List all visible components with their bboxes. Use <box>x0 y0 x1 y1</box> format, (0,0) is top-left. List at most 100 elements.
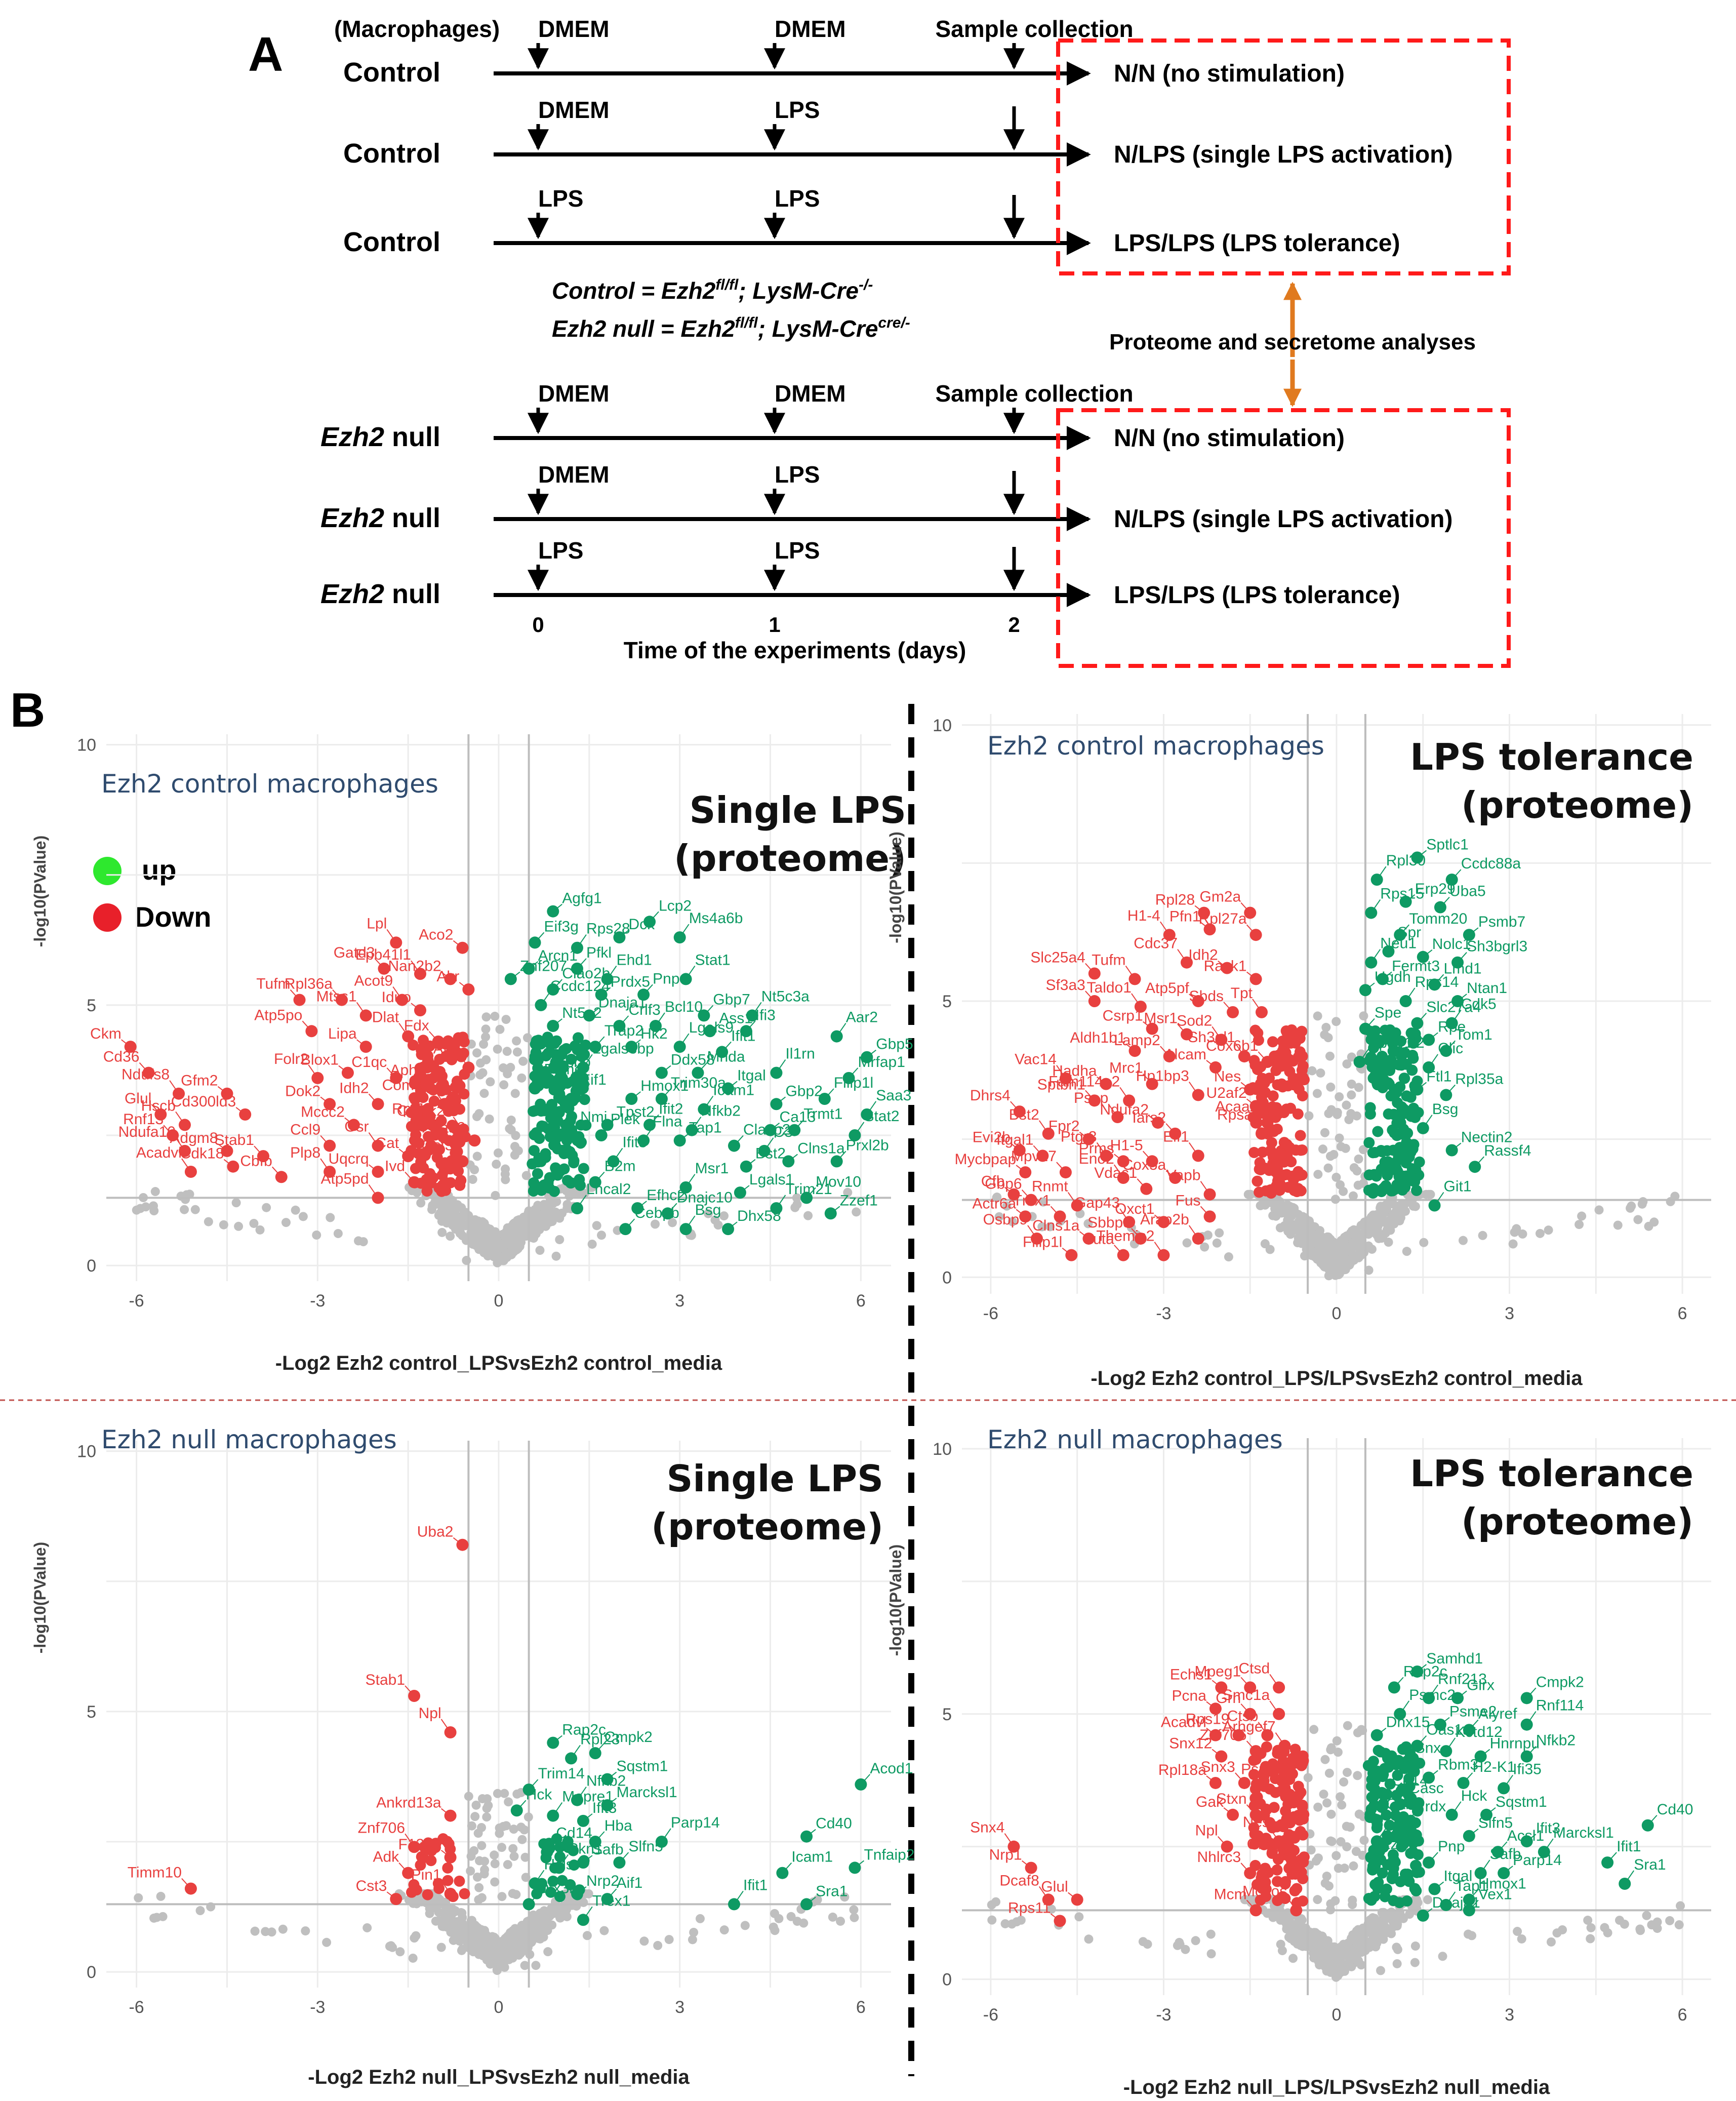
gene-label: Sh3gl1 <box>1188 1029 1235 1046</box>
up-point <box>1382 1170 1393 1181</box>
down-point <box>1284 1851 1297 1864</box>
up-point <box>1396 1184 1408 1196</box>
down-point <box>1042 1127 1055 1140</box>
schematic-row: Ezh2 null N/LPS (single LPS activation) DM… <box>320 461 1452 533</box>
ns-point <box>471 1800 481 1810</box>
ns-point <box>448 1220 458 1230</box>
result-label: N/N (no stimulation) <box>1114 60 1345 87</box>
up-point <box>1423 1061 1435 1074</box>
gene-label: Ckm <box>90 1025 122 1042</box>
gene-label: Ifit3 <box>1536 1820 1560 1837</box>
gene-label: Clic <box>1438 1040 1463 1057</box>
gene-label: Spe <box>1375 1005 1401 1021</box>
ns-point <box>291 1205 300 1215</box>
gene-label: Atp5po <box>254 1007 302 1023</box>
gene-label: Cbfb <box>240 1153 272 1169</box>
ns-point <box>1292 1225 1302 1235</box>
down-point <box>1169 1127 1182 1140</box>
ns-point <box>513 1216 522 1226</box>
ns-point <box>1348 1191 1358 1201</box>
up-point <box>1428 1883 1441 1895</box>
ns-point <box>477 1822 487 1832</box>
row-label: Ezh2 null <box>320 503 440 533</box>
up-point <box>1538 1846 1550 1858</box>
down-point <box>347 1119 360 1131</box>
down-point <box>407 1039 419 1051</box>
up-point <box>728 1139 740 1152</box>
ns-point <box>516 1233 526 1242</box>
up-point <box>554 1088 566 1100</box>
down-point <box>1244 1867 1257 1880</box>
down-point <box>1157 1249 1170 1261</box>
down-point <box>1297 1895 1309 1907</box>
up-point <box>1407 1036 1419 1048</box>
gene-label: C3 <box>774 1124 793 1140</box>
ns-point <box>1348 1895 1357 1905</box>
up-point <box>568 1157 580 1169</box>
ns-point <box>1349 1861 1358 1871</box>
ns-point <box>1319 1790 1328 1799</box>
down-point <box>1232 1729 1245 1741</box>
gene-label: Pcna <box>1172 1687 1207 1704</box>
down-point <box>324 1166 336 1178</box>
day-tick-2: 2 <box>1008 613 1020 637</box>
ns-point <box>501 1015 511 1024</box>
down-point <box>1203 1188 1216 1201</box>
gene-label: Vac14 <box>1015 1051 1057 1068</box>
down-point <box>449 1039 461 1051</box>
gene-label: Hnrnpu <box>1490 1735 1540 1752</box>
down-point <box>293 994 306 1006</box>
ns-point <box>281 1218 291 1227</box>
gene-label: Nmi <box>580 1109 607 1126</box>
down-point <box>1297 1050 1308 1062</box>
gene-label: Arcn1 <box>538 947 578 964</box>
gene-label: Rnf13 <box>123 1111 164 1128</box>
gene-label: Ciao2b <box>562 965 610 982</box>
up-point <box>529 1877 541 1890</box>
result-label: LPS/LPS (LPS tolerance) <box>1114 582 1400 609</box>
ns-point <box>852 1207 861 1217</box>
up-point <box>601 1119 614 1131</box>
ns-point <box>509 1825 518 1834</box>
down-point <box>1248 1755 1260 1766</box>
up-point <box>1365 956 1378 969</box>
down-point <box>1128 973 1141 985</box>
down-point <box>1289 1743 1301 1755</box>
ns-point <box>1359 1011 1368 1021</box>
down-point <box>454 1875 465 1887</box>
ns-point <box>535 1246 545 1255</box>
ns-point <box>1320 1958 1330 1968</box>
down-point <box>1292 1108 1304 1120</box>
result-label: N/N (no stimulation) <box>1114 425 1345 452</box>
up-point <box>578 1163 589 1174</box>
ns-point <box>446 1232 455 1241</box>
down-point <box>455 1175 467 1186</box>
ns-point <box>836 1916 845 1926</box>
gene-label: H1-4 <box>1127 907 1160 924</box>
up-point <box>673 1041 686 1053</box>
ns-point <box>395 1947 405 1957</box>
up-point <box>1372 1126 1384 1137</box>
up-point <box>522 962 535 975</box>
gene-label: Npl <box>419 1705 441 1722</box>
ns-point <box>1313 1895 1322 1905</box>
volcano-plot-bottom-left: -6 -3 0 3 6 0 5 10 -Log2 Ezh2 null_LPSvsEzh2 nul… <box>31 1425 915 2088</box>
gene-label: Rps14 <box>1415 974 1459 990</box>
ns-point <box>1347 1090 1356 1100</box>
gene-label: Fdx <box>404 1017 429 1034</box>
genotype-control: Control = Ezh2fl/fl; LysM-Cre-/- <box>552 276 873 304</box>
down-point <box>402 1030 415 1043</box>
ns-point <box>543 1202 552 1212</box>
up-point <box>564 1879 576 1890</box>
gene-label: Arhgef7 <box>1222 1719 1275 1735</box>
down-point <box>221 1144 233 1157</box>
ns-point <box>1333 1748 1343 1757</box>
up-point <box>534 1133 545 1144</box>
gene-label: Pkn1 <box>568 1840 602 1857</box>
up-point <box>1377 1867 1388 1879</box>
x-tick-label: 3 <box>1505 1304 1514 1323</box>
up-point <box>764 1124 777 1136</box>
down-point <box>1117 1155 1129 1168</box>
y-tick-label: 0 <box>942 1970 952 1990</box>
